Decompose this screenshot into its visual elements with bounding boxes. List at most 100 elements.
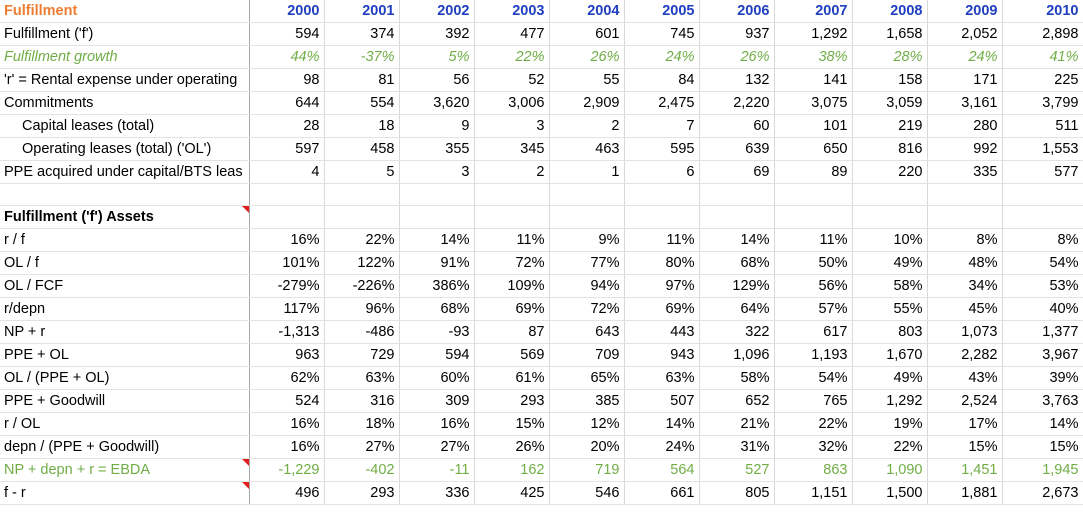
value-cell[interactable]: 10% [852,228,928,252]
value-cell[interactable]: 2 [474,160,550,184]
value-cell[interactable]: 9 [399,114,475,138]
value-cell[interactable]: 1,151 [774,481,853,505]
row-label-cell[interactable]: r / OL [0,412,250,436]
value-cell[interactable]: 27% [399,435,475,459]
empty-cell[interactable] [624,183,700,206]
row-label-cell[interactable]: depn / (PPE + Goodwill) [0,435,250,459]
value-cell[interactable]: 2,673 [1002,481,1083,505]
value-cell[interactable]: 117% [249,297,325,321]
empty-cell[interactable] [774,205,853,229]
value-cell[interactable]: 9% [549,228,625,252]
value-cell[interactable]: 3 [474,114,550,138]
value-cell[interactable]: 316 [324,389,400,413]
empty-cell[interactable] [249,205,325,229]
value-cell[interactable]: 594 [399,343,475,367]
value-cell[interactable]: 56% [774,274,853,298]
value-cell[interactable]: 52 [474,68,550,92]
value-cell[interactable]: 53% [1002,274,1083,298]
value-cell[interactable]: 3 [399,160,475,184]
value-cell[interactable]: 141 [774,68,853,92]
row-label-cell[interactable]: OL / (PPE + OL) [0,366,250,390]
comment-indicator-icon[interactable] [241,459,248,466]
empty-cell[interactable] [399,183,475,206]
value-cell[interactable]: 14% [699,228,775,252]
value-cell[interactable]: 129% [699,274,775,298]
value-cell[interactable]: 374 [324,22,400,46]
value-cell[interactable]: 2,898 [1002,22,1083,46]
value-cell[interactable]: 5 [324,160,400,184]
value-cell[interactable]: -279% [249,274,325,298]
value-cell[interactable]: 644 [249,91,325,115]
empty-cell[interactable] [699,205,775,229]
value-cell[interactable]: 1,292 [852,389,928,413]
value-cell[interactable]: 132 [699,68,775,92]
value-cell[interactable]: 16% [249,228,325,252]
value-cell[interactable]: 1,090 [852,458,928,482]
value-cell[interactable]: 32% [774,435,853,459]
value-cell[interactable]: 463 [549,137,625,161]
empty-cell[interactable] [474,205,550,229]
value-cell[interactable]: 16% [399,412,475,436]
value-cell[interactable]: 5% [399,45,475,69]
value-cell[interactable]: 69% [624,297,700,321]
value-cell[interactable]: 355 [399,137,475,161]
value-cell[interactable]: 57% [774,297,853,321]
value-cell[interactable]: 22% [774,412,853,436]
value-cell[interactable]: 58% [699,366,775,390]
empty-cell[interactable] [324,205,400,229]
value-cell[interactable]: 1,096 [699,343,775,367]
value-cell[interactable]: 17% [927,412,1003,436]
value-cell[interactable]: 26% [699,45,775,69]
value-cell[interactable]: 28% [852,45,928,69]
empty-cell[interactable] [474,183,550,206]
value-cell[interactable]: 80% [624,251,700,275]
value-cell[interactable]: 31% [699,435,775,459]
value-cell[interactable]: 3,967 [1002,343,1083,367]
value-cell[interactable]: 158 [852,68,928,92]
row-label-cell[interactable]: PPE + Goodwill [0,389,250,413]
value-cell[interactable]: 2,282 [927,343,1003,367]
value-cell[interactable]: -226% [324,274,400,298]
value-cell[interactable]: 40% [1002,297,1083,321]
value-cell[interactable]: 458 [324,137,400,161]
value-cell[interactable]: 309 [399,389,475,413]
empty-cell[interactable] [852,205,928,229]
value-cell[interactable]: 617 [774,320,853,344]
value-cell[interactable]: 18% [324,412,400,436]
year-header-cell[interactable]: 2002 [399,0,475,23]
value-cell[interactable]: 594 [249,22,325,46]
row-label-cell[interactable]: PPE + OL [0,343,250,367]
empty-cell[interactable] [549,205,625,229]
value-cell[interactable]: 3,763 [1002,389,1083,413]
value-cell[interactable]: -402 [324,458,400,482]
value-cell[interactable]: 564 [624,458,700,482]
value-cell[interactable]: 68% [399,297,475,321]
value-cell[interactable]: 3,620 [399,91,475,115]
value-cell[interactable]: 803 [852,320,928,344]
empty-cell[interactable] [324,183,400,206]
value-cell[interactable]: 19% [852,412,928,436]
row-label-cell[interactable]: Fulfillment growth [0,45,250,69]
value-cell[interactable]: 2,909 [549,91,625,115]
empty-cell[interactable] [549,183,625,206]
value-cell[interactable]: 14% [399,228,475,252]
value-cell[interactable]: 1,881 [927,481,1003,505]
value-cell[interactable]: 26% [549,45,625,69]
value-cell[interactable]: 84 [624,68,700,92]
value-cell[interactable]: 650 [774,137,853,161]
value-cell[interactable]: 11% [774,228,853,252]
value-cell[interactable]: 96% [324,297,400,321]
empty-cell[interactable] [0,183,250,206]
value-cell[interactable]: 44% [249,45,325,69]
value-cell[interactable]: 225 [1002,68,1083,92]
value-cell[interactable]: 101 [774,114,853,138]
row-label-cell[interactable]: Commitments [0,91,250,115]
value-cell[interactable]: 38% [774,45,853,69]
value-cell[interactable]: 55% [852,297,928,321]
value-cell[interactable]: 48% [927,251,1003,275]
year-header-cell[interactable]: 2000 [249,0,325,23]
value-cell[interactable]: 652 [699,389,775,413]
value-cell[interactable]: 2,052 [927,22,1003,46]
value-cell[interactable]: 937 [699,22,775,46]
value-cell[interactable]: 27% [324,435,400,459]
